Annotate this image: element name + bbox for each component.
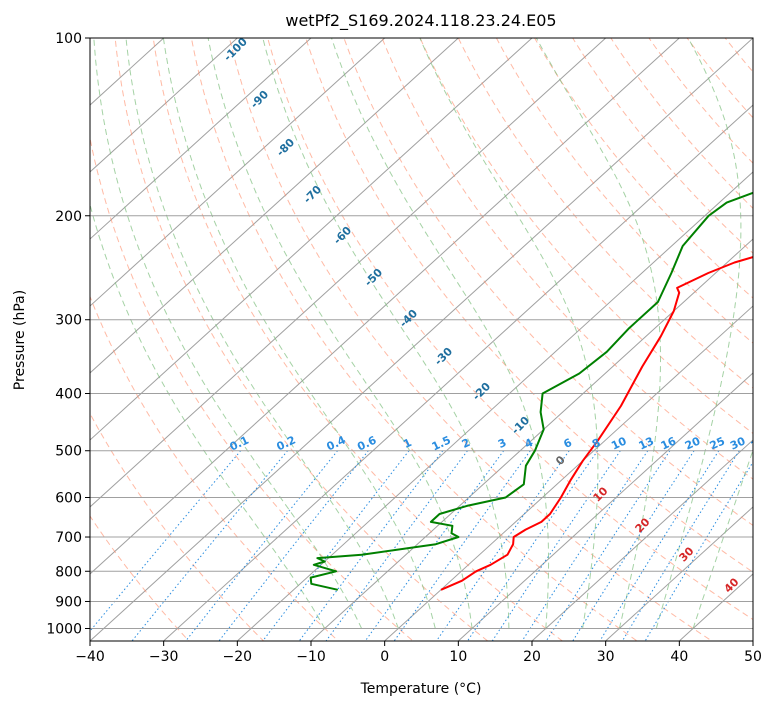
- y-tick-label: 400: [55, 387, 82, 403]
- y-tick-label: 900: [55, 594, 82, 610]
- y-tick-label: 500: [55, 444, 82, 460]
- dry-adiabat-line: [267, 38, 753, 621]
- dry-adiabat-line: [648, 38, 753, 164]
- dry-adiabat-line: [228, 38, 713, 641]
- isotherm-line: [531, 439, 753, 641]
- isotherm-line: [162, 104, 753, 641]
- y-tick-label: 600: [55, 490, 82, 506]
- mixing-ratio-line: [644, 461, 753, 641]
- mixing-ratio-line: [90, 450, 242, 632]
- isotherm-line: [457, 372, 753, 641]
- dry-adiabat-line: [152, 38, 564, 641]
- mixing-ratio-line: [491, 450, 621, 641]
- mixing-ratio-line: [393, 450, 531, 641]
- mixing-ratio-label: 10: [609, 434, 629, 452]
- isotherm-line: [90, 38, 533, 441]
- moist-adiabat-line: [207, 38, 473, 629]
- x-tick-label: −10: [296, 649, 326, 665]
- isotherm-line: [90, 38, 239, 173]
- x-tick-label: 20: [523, 649, 541, 665]
- mixing-ratio-label: 25: [708, 434, 727, 452]
- mixing-ratio-line: [521, 450, 649, 641]
- mixing-ratio-label: 16: [659, 434, 679, 452]
- mixing-ratio-label: 36: [749, 434, 769, 452]
- x-tick-label: 30: [597, 649, 615, 665]
- moist-adiabat-line: [331, 38, 550, 629]
- x-axis: −40 −30 −20 −10 0 10 20 30 40 50: [75, 641, 762, 665]
- mixing-ratio-line: [545, 450, 671, 641]
- dry-adiabat-line: [343, 38, 753, 527]
- dry-adiabat-line: [114, 38, 489, 641]
- x-tick-label: −30: [149, 649, 179, 665]
- moist-adiabat-line: [655, 38, 742, 629]
- x-tick-label: −20: [223, 649, 253, 665]
- isotherm-line: [236, 171, 753, 641]
- x-tick-label: 0: [380, 649, 389, 665]
- isotherm-line: [90, 38, 681, 575]
- mixing-ratio-line: [572, 450, 695, 641]
- isotherm-line: [383, 305, 753, 641]
- y-axis: 100 200 300 400 500 600 700 800 900 1000: [46, 31, 90, 637]
- moist-adiabat-line: [692, 448, 753, 629]
- dewpoint-profile-line: [309, 191, 753, 591]
- dry-adiabat-line: [495, 38, 753, 344]
- plot-frame: [89, 37, 754, 642]
- dry-adiabat-line: [457, 38, 753, 389]
- isotherm-line: [604, 506, 753, 641]
- x-tick-label: 40: [670, 649, 688, 665]
- isotherm-line: [90, 38, 312, 240]
- y-tick-label: 700: [55, 530, 82, 546]
- mixing-ratio-line: [262, 450, 410, 641]
- mixing-ratio-label: 20: [683, 434, 703, 452]
- x-tick-label: −40: [75, 649, 105, 665]
- isotherm-line: [310, 238, 753, 641]
- y-tick-label: 800: [55, 564, 82, 580]
- moist-adiabat-line: [162, 38, 436, 629]
- y-axis-label: Pressure (hPa): [12, 290, 28, 390]
- dry-adiabat-line: [305, 38, 753, 573]
- temperature-profile-line: [440, 256, 753, 591]
- mixing-ratio-line: [435, 450, 570, 641]
- moist-adiabat-line: [262, 38, 510, 629]
- moist-adiabat-line: [93, 38, 363, 629]
- chart-title: wetPf2_S169.2024.118.23.24.E05: [285, 11, 556, 31]
- mixing-ratio-line: [364, 450, 505, 641]
- pressure-gridlines: [90, 38, 753, 629]
- isotherm-line: [90, 38, 607, 508]
- dry-adiabat-line: [419, 38, 753, 435]
- mixing-ratio-line: [599, 450, 720, 641]
- moist-adiabat-line: [90, 202, 326, 629]
- mixing-ratio-line: [466, 450, 599, 641]
- mixing-ratio-label: 30: [728, 434, 748, 452]
- y-tick-label: 1000: [46, 621, 82, 637]
- isotherm-line: [90, 38, 753, 641]
- background-lines: [90, 38, 753, 641]
- isotherm-line: [90, 38, 460, 374]
- x-axis-label: Temperature (°C): [360, 681, 482, 697]
- y-tick-label: 200: [55, 209, 82, 225]
- series-layer: [309, 191, 753, 591]
- y-tick-label: 100: [55, 31, 82, 47]
- dry-adiabat-line: [610, 38, 753, 209]
- moist-adiabat-line: [419, 38, 599, 629]
- y-tick-label: 300: [55, 313, 82, 329]
- mixing-ratio-line: [218, 450, 369, 641]
- moist-adiabat-line: [125, 38, 399, 629]
- isotherm-line: [90, 38, 386, 307]
- x-tick-label: 50: [744, 649, 762, 665]
- dry-adiabat-line: [90, 135, 414, 641]
- moist-adiabat-line: [535, 38, 661, 629]
- mixing-ratio-label: 13: [637, 434, 656, 452]
- x-tick-label: 10: [449, 649, 467, 665]
- dry-adiabat-line: [190, 38, 638, 641]
- dry-adiabat-line: [90, 295, 340, 641]
